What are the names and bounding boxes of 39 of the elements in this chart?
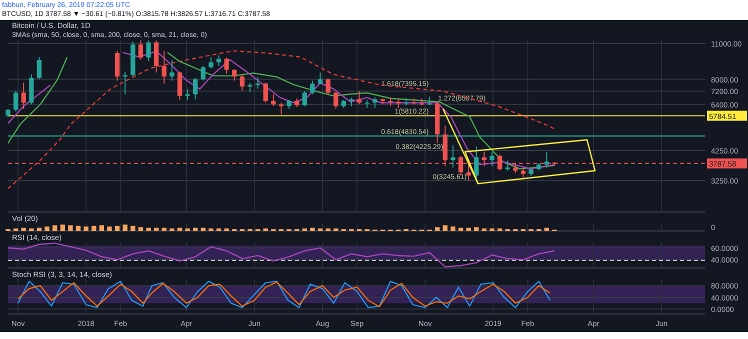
- candlestick: [162, 50, 166, 84]
- candlestick: [185, 88, 190, 101]
- candlestick: [427, 96, 432, 106]
- candlestick: [122, 71, 128, 95]
- candlestick: [490, 151, 494, 167]
- candlestick: [474, 146, 479, 180]
- candlestick: [271, 94, 276, 107]
- candlestick: [334, 91, 338, 110]
- candlestick: [200, 66, 206, 82]
- candlestick: [263, 82, 268, 104]
- candlestick: [255, 76, 260, 90]
- candlestick: [193, 77, 198, 100]
- candlestick: [13, 90, 18, 112]
- candlestick: [372, 97, 378, 108]
- candlestick: [232, 68, 237, 82]
- candlestick: [450, 144, 456, 168]
- candlestick: [544, 151, 549, 168]
- candlestick: [154, 40, 159, 73]
- candlestick: [505, 160, 510, 172]
- candlestick: [208, 56, 214, 70]
- candlestick: [36, 56, 42, 80]
- candlestick: [356, 90, 362, 105]
- candlestick: [326, 78, 330, 95]
- candlestick: [170, 59, 174, 82]
- line-series: [7, 242, 556, 268]
- candlestick: [224, 57, 229, 74]
- candlestick: [466, 162, 471, 182]
- candlestick: [310, 80, 315, 95]
- candlestick: [114, 50, 120, 82]
- candlestick: [497, 154, 502, 172]
- candlestick: [146, 40, 151, 62]
- candlestick: [138, 40, 144, 60]
- candlestick: [302, 90, 307, 107]
- candlestick: [21, 82, 26, 110]
- candlestick: [177, 71, 182, 101]
- candlestick: [248, 82, 252, 92]
- candlestick: [520, 167, 526, 178]
- candlestick: [240, 74, 245, 92]
- candlestick: [216, 54, 222, 67]
